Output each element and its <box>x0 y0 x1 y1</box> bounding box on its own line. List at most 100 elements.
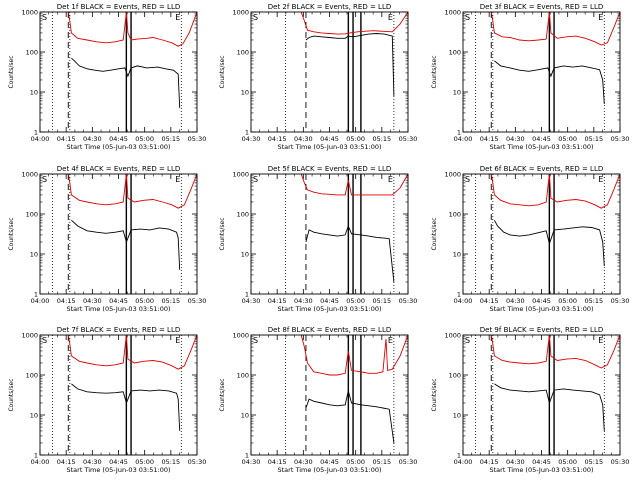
plot-frame <box>39 173 198 295</box>
end-marker-label: E <box>598 336 603 345</box>
end-marker-label: E <box>598 175 603 184</box>
start-marker-label: S <box>253 13 258 22</box>
x-tick-label: 04:30 <box>242 297 261 305</box>
y-tick-label: 1 <box>245 291 249 299</box>
x-tick-label: 04:15 <box>57 458 76 466</box>
x-tick-label: 05:30 <box>611 135 630 143</box>
chart-panel-9: Det 9f BLACK = Events, RED = LLD Counts/s… <box>431 326 629 474</box>
x-tick-label: 04:00 <box>31 458 50 466</box>
x-tick-label: 05:15 <box>584 458 603 466</box>
x-tick-label: 04:00 <box>31 135 50 143</box>
y-axis-label: Counts/sec <box>8 55 15 88</box>
y-tick-label: 1 <box>34 291 38 299</box>
end-marker-label: E <box>388 336 393 345</box>
end-marker-label: E <box>388 13 393 22</box>
x-tick-label: 05:30 <box>611 458 630 466</box>
chart-panel-1: Det 1f BLACK = Events, RED = LLD Counts/s… <box>8 3 206 151</box>
y-tick-label: 1000 <box>444 171 461 179</box>
series-line-lld <box>490 334 621 369</box>
x-tick-label: 04:45 <box>532 458 551 466</box>
x-axis-label: Start Time (05-Jun-03 03:51:00) <box>490 305 594 313</box>
plot-frame <box>250 173 409 295</box>
series-line-events <box>305 224 395 283</box>
series-line-lld <box>300 11 409 35</box>
x-axis-label: Start Time (05-Jun-03 03:51:00) <box>278 143 382 151</box>
x-tick-label: 05:15 <box>372 135 391 143</box>
plot-frame <box>462 11 621 133</box>
x-tick-label: 05:00 <box>135 135 154 143</box>
y-tick-label: 100 <box>26 211 38 219</box>
x-tick-label: 04:15 <box>57 297 76 305</box>
x-tick-label: 05:15 <box>372 297 391 305</box>
chart-title: Det 7f BLACK = Events, RED = LLD <box>57 326 180 334</box>
start-marker-label: S <box>465 175 470 184</box>
x-tick-label: 04:30 <box>83 297 102 305</box>
x-tick-label: 04:45 <box>532 135 551 143</box>
x-tick-label: 04:45 <box>532 297 551 305</box>
x-axis-label: Start Time (05-Jun-03 03:51:00) <box>67 305 171 313</box>
chart-title: Det 1f BLACK = Events, RED = LLD <box>57 3 180 11</box>
chart-title: Det 9f BLACK = Events, RED = LLD <box>480 326 603 334</box>
series-line-events <box>494 219 605 267</box>
x-tick-label: 05:00 <box>346 458 365 466</box>
x-tick-label: 04:15 <box>480 135 499 143</box>
x-tick-label: 04:15 <box>480 458 499 466</box>
y-tick-label: 100 <box>237 372 249 380</box>
x-tick-label: 05:30 <box>611 297 630 305</box>
y-tick-label: 100 <box>449 211 461 219</box>
x-tick-label: 04:00 <box>454 135 473 143</box>
start-marker-label: S <box>42 13 47 22</box>
y-axis-label: Counts/sec <box>219 378 226 411</box>
chart-panel-8: Det 8f BLACK = Events, RED = LLD Counts/s… <box>219 326 417 474</box>
chart-panel-2: Det 2f BLACK = Events, RED = LLD Counts/s… <box>219 3 417 151</box>
end-marker-label: E <box>175 175 180 184</box>
x-axis-label: Start Time (05-Jun-03 03:51:00) <box>490 143 594 151</box>
y-tick-label: 10 <box>453 89 461 97</box>
x-tick-label: 04:00 <box>454 297 473 305</box>
y-tick-label: 10 <box>30 89 38 97</box>
start-marker-label: S <box>42 175 47 184</box>
y-tick-label: 1 <box>457 291 461 299</box>
y-tick-label: 10 <box>241 89 249 97</box>
end-marker-label: E <box>388 175 393 184</box>
x-tick-label: 04:45 <box>320 297 339 305</box>
y-tick-label: 1000 <box>232 9 249 17</box>
y-tick-label: 10 <box>30 412 38 420</box>
x-tick-label: 04:45 <box>320 458 339 466</box>
x-axis-label: Start Time (05-Jun-03 03:51:00) <box>67 143 171 151</box>
x-tick-label: 05:30 <box>188 458 207 466</box>
x-tick-label: 04:30 <box>506 135 525 143</box>
chart-panel-7: Det 7f BLACK = Events, RED = LLD Counts/s… <box>8 326 206 474</box>
y-tick-label: 1 <box>457 452 461 460</box>
plot-frame <box>250 11 409 133</box>
y-tick-label: 1000 <box>21 171 38 179</box>
series-line-lld <box>67 334 198 370</box>
x-tick-label: 05:30 <box>399 135 418 143</box>
x-tick-label: 04:00 <box>31 297 50 305</box>
series-line-lld <box>300 173 409 196</box>
plot-frame <box>39 11 198 133</box>
y-tick-label: 1000 <box>232 171 249 179</box>
series-line-lld <box>490 11 621 46</box>
x-tick-label: 05:15 <box>584 297 603 305</box>
x-tick-label: 05:00 <box>558 458 577 466</box>
x-tick-label: 04:15 <box>268 297 287 305</box>
chart-panel-6: Det 6f BLACK = Events, RED = LLD Counts/s… <box>431 165 629 313</box>
x-axis-label: Start Time (05-Jun-03 03:51:00) <box>278 466 382 474</box>
y-tick-label: 10 <box>241 251 249 259</box>
y-tick-label: 100 <box>237 49 249 57</box>
series-line-events <box>305 33 395 96</box>
chart-title: Det 5f BLACK = Events, RED = LLD <box>268 165 391 173</box>
y-tick-label: 1000 <box>21 332 38 340</box>
y-tick-label: 100 <box>26 372 38 380</box>
chart-title: Det 4f BLACK = Events, RED = LLD <box>57 165 180 173</box>
y-tick-label: 100 <box>449 372 461 380</box>
chart-panel-5: Det 5f BLACK = Events, RED = LLD Counts/s… <box>219 165 417 313</box>
series-line-events <box>71 219 181 270</box>
x-tick-label: 04:15 <box>480 297 499 305</box>
y-axis-label: Counts/sec <box>8 378 15 411</box>
end-marker-label: E <box>175 336 180 345</box>
y-tick-label: 100 <box>26 49 38 57</box>
